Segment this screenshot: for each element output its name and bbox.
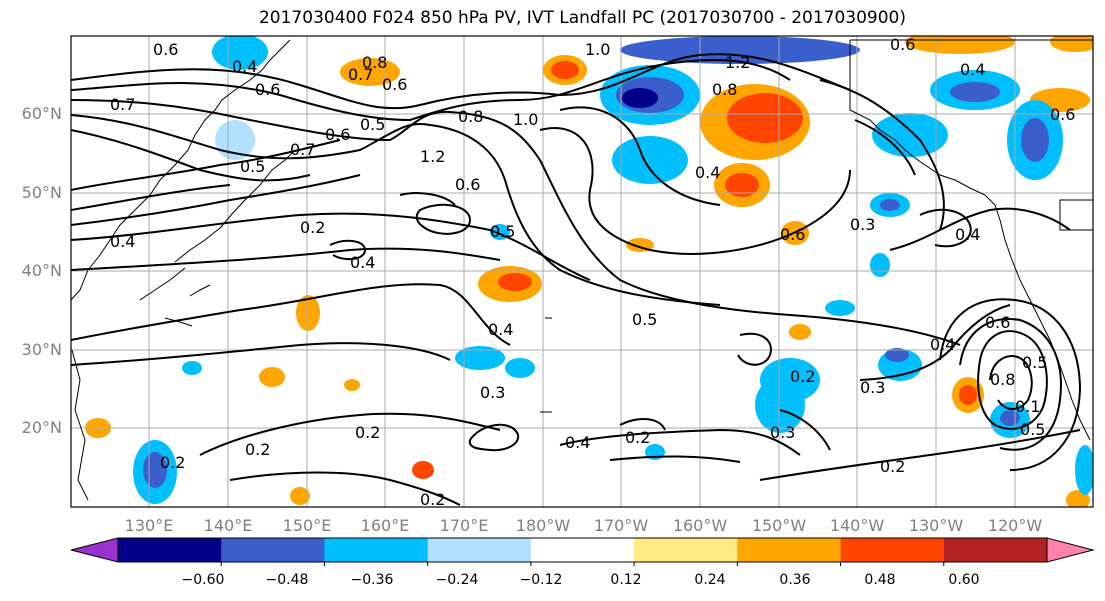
map-frame <box>70 35 1094 508</box>
contour-label: 0.8 <box>990 370 1015 389</box>
lon-label: 180°W <box>515 516 571 535</box>
contour-label: 0.2 <box>300 218 325 237</box>
contour-label: 0.2 <box>160 453 185 472</box>
colorbar-segment <box>634 538 738 562</box>
lon-label: 160°W <box>672 516 728 535</box>
pv-contours <box>71 53 1082 506</box>
colorbar-extend-low <box>70 537 119 563</box>
lat-label: 60°N <box>21 104 62 123</box>
contour-label: 0.5 <box>1020 420 1045 439</box>
lon-label: 140°E <box>203 516 253 535</box>
colorbar-tick-label: 0.24 <box>694 572 726 588</box>
lon-label: 140°W <box>829 516 885 535</box>
contour-label: 0.6 <box>153 40 178 59</box>
contour-label: 0.8 <box>712 80 737 99</box>
lon-label: 160°E <box>360 516 410 535</box>
contour-label: 0.4 <box>695 163 720 182</box>
contour-label: 0.2 <box>790 367 815 386</box>
colorbar-tick-label: 0.36 <box>779 572 811 588</box>
colorbar-segment <box>530 538 635 562</box>
contour-label: 0.2 <box>625 428 650 447</box>
colorbar-segment <box>118 538 222 562</box>
contour-label: 0.4 <box>110 232 135 251</box>
contour-label: 1.2 <box>725 53 750 72</box>
colorbar-outline <box>117 537 1048 563</box>
lon-label: 170°E <box>439 516 489 535</box>
contour-label: 0.4 <box>488 320 513 339</box>
colorbar-segment <box>737 538 842 562</box>
contour-label: 0.6 <box>780 225 805 244</box>
figure-title: 2017030400 F024 850 hPa PV, IVT Landfall… <box>258 8 906 28</box>
lon-label: 170°W <box>593 516 649 535</box>
contour-label: 0.5 <box>632 310 657 329</box>
contour-label: 0.4 <box>960 60 985 79</box>
lon-label: 130°W <box>908 516 964 535</box>
contour-label: 0.6 <box>1050 105 1075 124</box>
contour-label: 0.3 <box>480 383 505 402</box>
contour-label: 0.5 <box>360 115 385 134</box>
contour-label: 0.4 <box>955 225 980 244</box>
contour-label: 0.6 <box>325 125 350 144</box>
contour-label: 0.3 <box>770 423 795 442</box>
lat-label: 20°N <box>21 418 62 437</box>
colorbar-tick-label: 0.12 <box>610 572 642 588</box>
contour-label: 0.6 <box>255 80 280 99</box>
contour-label: 0.8 <box>458 107 483 126</box>
contour-label: 0.2 <box>880 457 905 476</box>
colorbar-extend-high <box>1046 537 1095 563</box>
colorbar-segment <box>840 538 945 562</box>
colorbar-tick-label: −0.60 <box>181 572 225 588</box>
colorbar-tick-label: −0.24 <box>435 572 479 588</box>
colorbar-segment <box>221 538 325 562</box>
colorbar-tick-label: −0.12 <box>519 572 563 588</box>
lat-label: 50°N <box>21 183 62 202</box>
contour-label: 0.5 <box>1022 353 1047 372</box>
contour-label: 1.0 <box>585 40 610 59</box>
contour-label: 0.6 <box>382 75 407 94</box>
lon-label: 150°W <box>751 516 807 535</box>
contour-label: 0.6 <box>985 313 1010 332</box>
contour-label: 0.2 <box>355 423 380 442</box>
colorbar-tick-label: −0.36 <box>350 572 394 588</box>
colorbar <box>70 537 1095 566</box>
lon-label: 150°E <box>282 516 332 535</box>
contour-label: 0.3 <box>860 378 885 397</box>
contour-label: 0.3 <box>850 215 875 234</box>
contour-label: 0.4 <box>565 433 590 452</box>
contour-label: 0.2 <box>245 440 270 459</box>
contour-label: 0.5 <box>490 222 515 241</box>
contour-label: 0.2 <box>420 490 445 509</box>
colorbar-segment <box>943 538 1048 562</box>
contour-label: 0.7 <box>110 95 135 114</box>
colorbar-tick-label: 0.48 <box>864 572 896 588</box>
contour-label: 0.1 <box>1015 397 1040 416</box>
contour-label: 0.8 <box>362 53 387 72</box>
contour-label: 0.7 <box>290 140 315 159</box>
contour-label: 0.4 <box>350 253 375 272</box>
contour-label: 0.6 <box>455 175 480 194</box>
contour-label: 0.7 <box>348 65 373 84</box>
contour-label: 1.2 <box>420 147 445 166</box>
colorbar-segment <box>324 538 429 562</box>
contour-label: 1.0 <box>513 110 538 129</box>
colorbar-segment <box>427 538 532 562</box>
contour-labels: 0.6 0.4 0.6 0.8 0.7 0.6 1.0 1.2 0.8 0.4 … <box>110 35 1075 509</box>
colorbar-tick-label: 0.60 <box>948 572 980 588</box>
lon-label: 130°E <box>124 516 174 535</box>
contour-label: 0.6 <box>890 35 915 54</box>
lat-label: 40°N <box>21 261 62 280</box>
contour-label: 0.4 <box>232 57 257 76</box>
lat-label: 30°N <box>21 340 62 359</box>
contour-label: 0.5 <box>240 157 265 176</box>
lon-label: 120°W <box>987 516 1043 535</box>
colorbar-tick-label: −0.48 <box>265 572 309 588</box>
contour-label: 0.4 <box>930 335 955 354</box>
